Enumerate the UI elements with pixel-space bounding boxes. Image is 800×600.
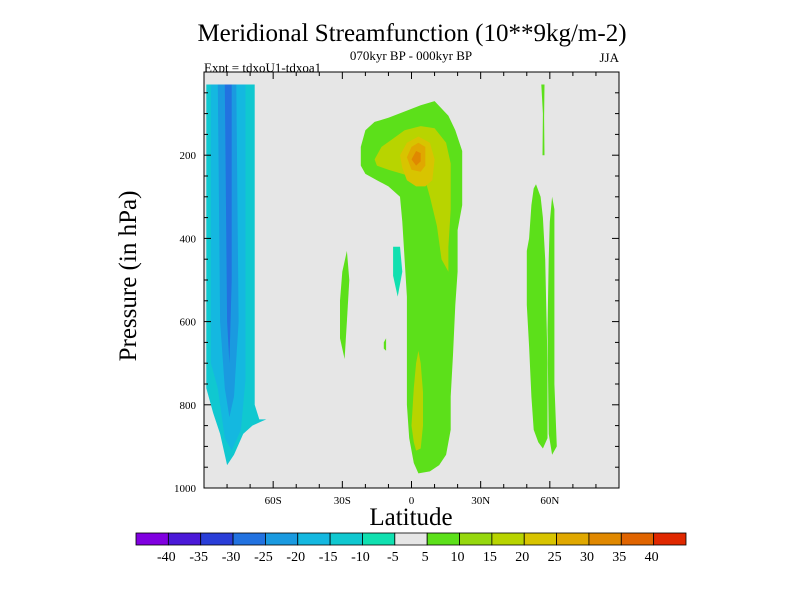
x-tick-label: 30S [334, 495, 351, 507]
colorbar-label: -30 [222, 550, 241, 565]
y-tick-label: 800 [180, 400, 197, 412]
colorbar-swatch [200, 532, 234, 546]
colorbar-swatch [329, 532, 363, 546]
colorbar-swatch [653, 532, 687, 546]
colorbar-swatch [232, 532, 266, 546]
contour-region [411, 350, 423, 451]
experiment-annotation: Expt = tdxoU1-tdxoa1 [204, 60, 321, 75]
colorbar-label: 15 [483, 550, 497, 565]
x-axis-label: Latitude [369, 504, 452, 531]
colorbar-swatch [362, 532, 396, 546]
colorbar-label: -20 [286, 550, 305, 565]
colorbar-swatch [620, 532, 655, 546]
contour-region [541, 84, 545, 156]
colorbar-label: 5 [422, 550, 429, 565]
colorbar-swatch [167, 532, 202, 546]
colorbar-swatch [265, 532, 299, 546]
season-annotation: JJA [599, 50, 619, 65]
x-tick-label: 30N [471, 495, 490, 507]
contour-region [411, 151, 421, 166]
x-tick-label: 60N [540, 495, 559, 507]
y-axis-ticks: 200 400 600 800 1000 [174, 92, 619, 495]
x-tick-label: 0 [409, 495, 415, 507]
colorbar-label: 10 [451, 550, 465, 565]
contour-region [224, 84, 232, 364]
colorbar-label: 25 [548, 550, 562, 565]
colorbar: -40 -35 -30 -25 -20 -15 -10 -5 5 10 15 20 25 30 35 40 [135, 532, 687, 565]
colorbar-swatch [459, 532, 493, 546]
colorbar-label: 20 [515, 550, 529, 565]
y-axis-label: Pressure (in hPa) [115, 191, 142, 362]
colorbar-label: -5 [387, 550, 399, 565]
y-tick-label: 1000 [174, 483, 197, 495]
contour-region [526, 184, 548, 449]
x-tick-label: 60S [265, 495, 282, 507]
colorbar-swatch [523, 532, 557, 546]
colorbar-swatch [556, 532, 590, 546]
y-tick-label: 600 [180, 317, 197, 329]
colorbar-label: 40 [645, 550, 659, 565]
y-tick-label: 200 [180, 150, 197, 162]
contour-region [340, 250, 350, 359]
colorbar-swatch [491, 532, 525, 546]
contour-region [383, 338, 387, 351]
x-axis-ticks: 60S 30S 0 30N 60N [226, 72, 597, 507]
colorbar-label: 30 [580, 550, 594, 565]
plot-area: 200 400 600 800 1000 60S 30S 0 30N 60N [174, 71, 620, 507]
contour-regions [206, 84, 557, 474]
chart-title: Meridional Streamfunction (10**9kg/m-2) [197, 20, 626, 47]
contour-region [547, 196, 557, 455]
colorbar-label: -15 [319, 550, 338, 565]
colorbar-label: -10 [351, 550, 370, 565]
colorbar-label: -25 [254, 550, 273, 565]
colorbar-label: -40 [157, 550, 176, 565]
colorbar-label: 35 [612, 550, 626, 565]
chart-subtitle: 070kyr BP - 000kyr BP [350, 48, 472, 63]
y-tick-label: 400 [180, 233, 197, 245]
colorbar-swatch [297, 532, 331, 546]
colorbar-swatch [135, 532, 169, 546]
colorbar-swatch [588, 532, 622, 546]
colorbar-swatch [394, 532, 428, 546]
contour-region [393, 246, 403, 297]
colorbar-swatch [426, 532, 460, 546]
colorbar-label: -35 [189, 550, 208, 565]
